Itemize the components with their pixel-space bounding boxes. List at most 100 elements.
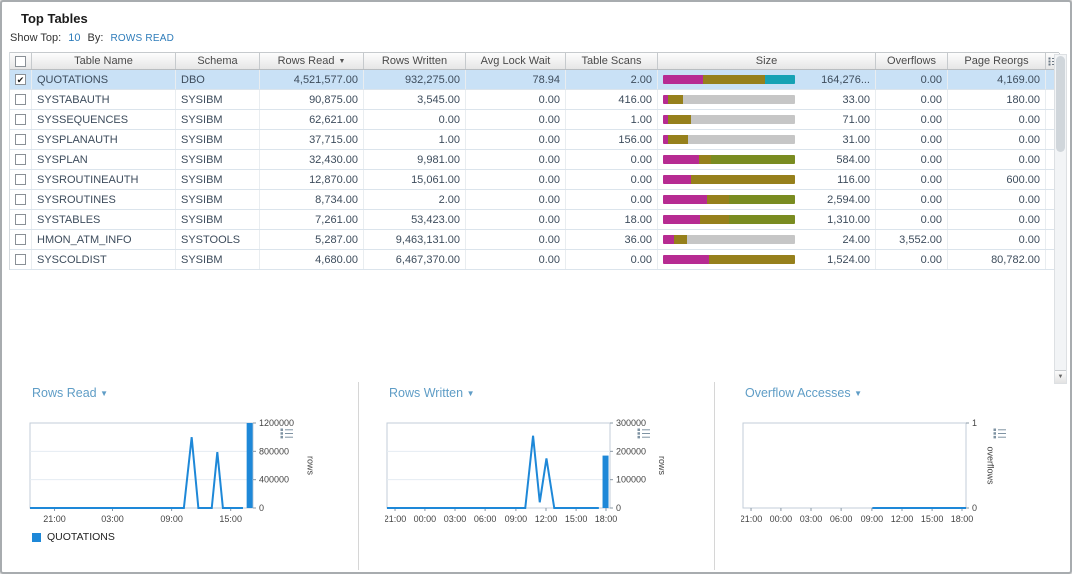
chart-panel-overflow-accesses: Overflow Accesses ▼ 0 1 overflows 21:00 00:0… [714,382,1070,570]
cell-rows-written: 9,981.00 [364,150,466,169]
table-row[interactable]: SYSSEQUENCES SYSIBM 62,621.00 0.00 0.00 1.00 7… [10,110,1060,130]
svg-text:1: 1 [972,418,977,428]
row-checkbox[interactable] [10,130,32,149]
col-rows-read[interactable]: Rows Read ▼ [260,53,364,69]
checkbox-icon [15,254,26,265]
scroll-down-button[interactable]: ▼ [1055,370,1066,383]
row-checkbox[interactable] [10,90,32,109]
cell-table-scans: 0.00 [566,190,658,209]
chart-panel-rows-written: Rows Written ▼ 0 100000 200000 300000 rows 21… [358,382,714,570]
table-body: ✔ QUOTATIONS DBO 4,521,577.00 932,275.00 78.9… [10,70,1060,270]
cell-overflows: 0.00 [876,70,948,89]
table-row[interactable]: SYSPLANAUTH SYSIBM 37,715.00 1.00 0.00 156.00… [10,130,1060,150]
svg-text:800000: 800000 [259,446,289,456]
table-row[interactable]: SYSROUTINEAUTH SYSIBM 12,870.00 15,061.00 0.… [10,170,1060,190]
svg-text:100000: 100000 [616,475,646,485]
chart-menu-icon[interactable] [254,415,293,439]
sort-desc-icon: ▼ [338,57,346,65]
checkbox-icon [15,234,26,245]
chart-title-rows-written[interactable]: Rows Written ▼ [389,386,475,400]
size-bar [663,175,795,184]
cell-size: 2,594.00 [658,190,876,209]
cell-rows-written: 6,467,370.00 [364,250,466,269]
cell-schema: SYSIBM [176,170,260,189]
col-schema[interactable]: Schema [176,53,260,69]
cell-rows-written: 9,463,131.00 [364,230,466,249]
table-row[interactable]: ✔ QUOTATIONS DBO 4,521,577.00 932,275.00 78.9… [10,70,1060,90]
row-checkbox[interactable] [10,110,32,129]
chart-legend: QUOTATIONS [32,531,358,543]
cell-size: 584.00 [658,150,876,169]
row-checkbox[interactable] [10,190,32,209]
table-row[interactable]: SYSROUTINES SYSIBM 8,734.00 2.00 0.00 0.00 2,5… [10,190,1060,210]
col-table-name[interactable]: Table Name [32,53,176,69]
col-size[interactable]: Size [658,53,876,69]
size-value: 1,524.00 [827,253,870,266]
col-rows-written[interactable]: Rows Written [364,53,466,69]
cell-size: 33.00 [658,90,876,109]
cell-size: 116.00 [658,170,876,189]
scrollbar-thumb[interactable] [1056,56,1065,152]
cell-page-reorgs: 0.00 [948,230,1046,249]
page-title: Top Tables [21,11,88,26]
col-page-reorgs[interactable]: Page Reorgs [948,53,1046,69]
row-checkbox[interactable]: ✔ [10,70,32,89]
chart-title-rows-read[interactable]: Rows Read ▼ [32,386,109,400]
row-checkbox[interactable] [10,170,32,189]
row-checkbox[interactable] [10,210,32,229]
chart-menu-icon[interactable] [611,415,650,439]
cell-page-reorgs: 0.00 [948,110,1046,129]
table-row[interactable]: SYSTABLES SYSIBM 7,261.00 53,423.00 0.00 18.0… [10,210,1060,230]
checkbox-icon [15,174,26,185]
size-value: 31.00 [842,133,870,146]
cell-page-reorgs: 0.00 [948,190,1046,209]
cell-rows-read: 90,875.00 [260,90,364,109]
table-row[interactable]: SYSTABAUTH SYSIBM 90,875.00 3,545.00 0.00 416… [10,90,1060,110]
cell-rows-read: 4,521,577.00 [260,70,364,89]
cell-size: 1,524.00 [658,250,876,269]
row-checkbox[interactable] [10,150,32,169]
show-top-value[interactable]: 10 [68,32,81,44]
show-top-label: Show Top: [10,32,62,44]
table-scrollbar[interactable]: ▼ [1054,54,1067,384]
cell-schema: SYSIBM [176,110,260,129]
svg-text:15:00: 15:00 [921,514,944,524]
cell-schema: SYSIBM [176,250,260,269]
top-tables-table: Table Name Schema Rows Read ▼ Rows Writte… [9,52,1060,270]
svg-text:overflows: overflows [986,446,996,485]
table-row[interactable]: SYSCOLDIST SYSIBM 4,680.00 6,467,370.00 0.00… [10,250,1060,270]
cell-rows-read: 62,621.00 [260,110,364,129]
cell-size: 164,276... [658,70,876,89]
cell-size: 1,310.00 [658,210,876,229]
cell-schema: SYSIBM [176,190,260,209]
select-all-checkbox[interactable] [10,53,32,69]
cell-overflows: 0.00 [876,190,948,209]
svg-text:03:00: 03:00 [800,514,823,524]
table-row[interactable]: SYSPLAN SYSIBM 32,430.00 9,981.00 0.00 0.00 58… [10,150,1060,170]
legend-label: QUOTATIONS [47,531,115,543]
chart-panel-rows-read: Rows Read ▼ 0 400000 800000 1200000 rows 21:0… [2,382,358,570]
chart-menu-icon[interactable] [967,415,1006,439]
cell-table-scans: 0.00 [566,250,658,269]
cell-avg-lock-wait: 0.00 [466,90,566,109]
size-bar [663,95,795,104]
cell-table-scans: 156.00 [566,130,658,149]
table-row[interactable]: HMON_ATM_INFO SYSTOOLS 5,287.00 9,463,131.0… [10,230,1060,250]
by-value[interactable]: ROWS READ [110,33,174,44]
cell-table-name: QUOTATIONS [32,70,176,89]
col-overflows[interactable]: Overflows [876,53,948,69]
svg-text:00:00: 00:00 [770,514,793,524]
row-checkbox[interactable] [10,250,32,269]
chart-title-overflow-accesses[interactable]: Overflow Accesses ▼ [745,386,862,400]
col-table-scans[interactable]: Table Scans [566,53,658,69]
cell-overflows: 0.00 [876,210,948,229]
cell-table-scans: 1.00 [566,110,658,129]
cell-rows-written: 2.00 [364,190,466,209]
cell-table-name: SYSSEQUENCES [32,110,176,129]
size-bar [663,75,795,84]
row-checkbox[interactable] [10,230,32,249]
svg-text:00:00: 00:00 [414,514,437,524]
cell-avg-lock-wait: 0.00 [466,170,566,189]
col-avg-lock-wait[interactable]: Avg Lock Wait [466,53,566,69]
